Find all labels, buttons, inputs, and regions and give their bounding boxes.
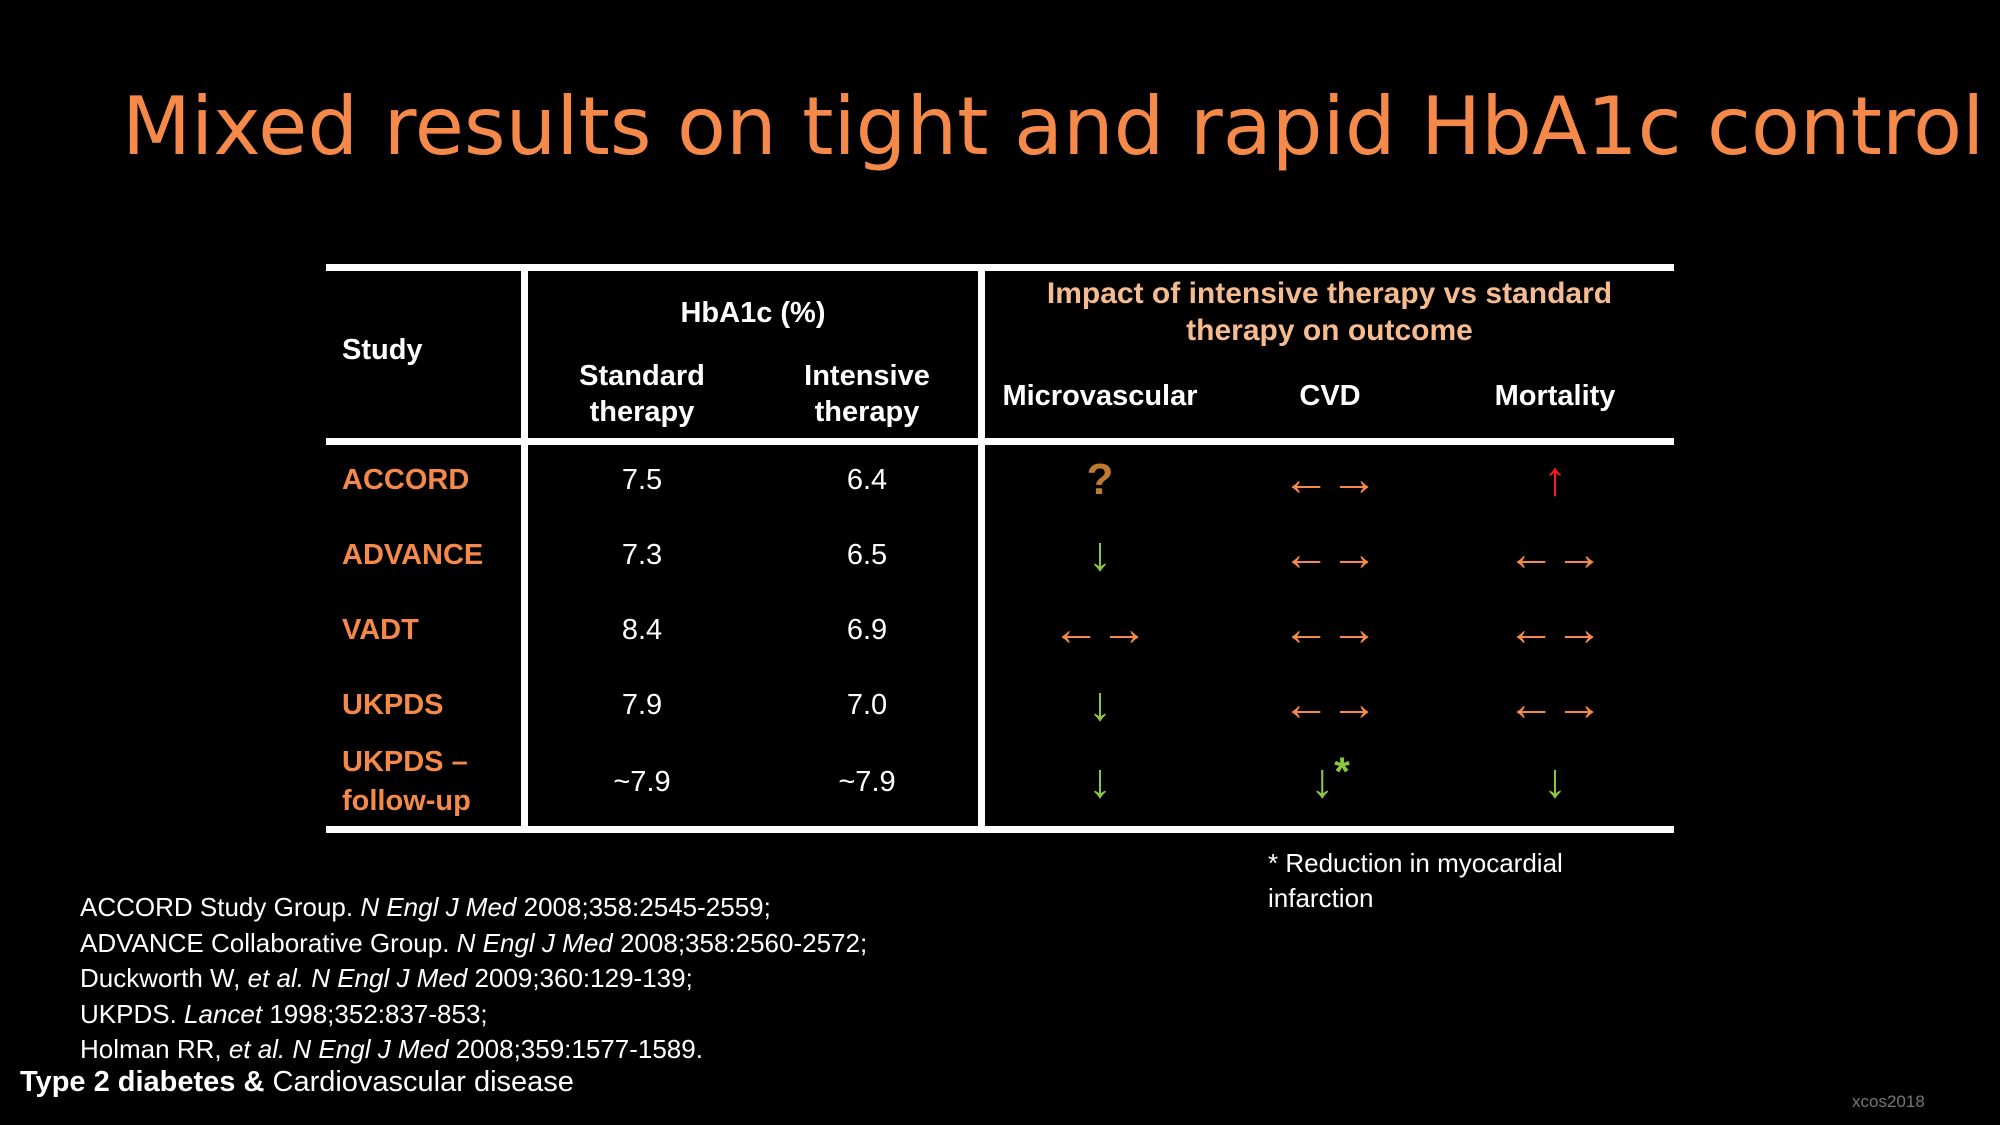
row-advance-standard: 7.3	[621, 538, 663, 571]
footnote: * Reduction in myocardial infarction	[1268, 846, 1608, 916]
table-header-rule	[326, 438, 1674, 445]
reference-authors: Holman RR,	[80, 1034, 229, 1064]
arrow-down-icon: ↓	[1310, 755, 1335, 808]
reference-etal: et al.	[247, 963, 304, 993]
row-accord-standard: 7.5	[621, 463, 663, 496]
arrow-up-icon: ↑	[1543, 453, 1567, 506]
slide-title: Mixed results on tight and rapid HbA1c c…	[122, 80, 1985, 173]
row-accord-study: ACCORD	[342, 463, 470, 496]
reference-citation: 2009;360:129-139;	[467, 963, 693, 993]
header-intensive: Intensive therapy	[756, 356, 978, 432]
header-hba1c: HbA1c (%)	[680, 296, 826, 329]
footnote-line2: infarction	[1268, 883, 1374, 913]
row-ukpds-followup-line2: follow-up	[342, 785, 471, 817]
header-impact-line1: Impact of intensive therapy vs standard	[1046, 277, 1613, 310]
arrow-down-icon: ↓	[1543, 755, 1567, 808]
asterisk-icon: *	[1334, 750, 1350, 794]
reference-etal: et al.	[228, 1034, 286, 1064]
reference-item: UKPDS. Lancet 1998;352:837-853;	[80, 997, 867, 1033]
reference-journal: N Engl J Med	[303, 963, 468, 993]
row-ukpds-followup-line1: UKPDS –	[342, 746, 468, 778]
row-ukpds-followup-standard: ~7.9	[613, 765, 671, 798]
table-divider-1	[521, 264, 528, 833]
row-ukpds-study: UKPDS	[342, 688, 444, 721]
reference-journal: N Engl J Med	[456, 927, 613, 958]
row-ukpds-standard: 7.9	[621, 688, 663, 721]
reference-journal: N Engl J Med	[285, 1034, 449, 1064]
double-arrow-icon: ←→	[1507, 603, 1603, 656]
row-ukpds-followup-study: UKPDS – follow-up	[342, 742, 471, 822]
reference-journal: N Engl J Med	[360, 892, 517, 922]
reference-authors: ADVANCE Collaborative Group.	[80, 927, 457, 958]
double-arrow-icon: ←→	[1507, 528, 1603, 581]
reference-journal: Lancet	[184, 998, 263, 1029]
reference-item: ADVANCE Collaborative Group. N Engl J Me…	[80, 926, 867, 962]
header-microvascular: Microvascular	[1002, 379, 1198, 412]
row-ukpds-followup-intensive: ~7.9	[838, 765, 896, 798]
double-arrow-icon: ←→	[1282, 678, 1378, 731]
reference-citation: 2008;359:1577-1589.	[448, 1034, 703, 1064]
table-top-rule	[326, 264, 1674, 271]
reference-citation: 2008;358:2545-2559;	[516, 892, 771, 922]
row-vadt-study: VADT	[342, 613, 419, 646]
results-table: Study HbA1c (%) Standard therapy Intensi…	[326, 264, 1674, 834]
arrow-down-icon: ↓	[1088, 678, 1112, 731]
double-arrow-icon: ←→	[1507, 678, 1603, 731]
footer-topic: Type 2 diabetes & Cardiovascular disease	[20, 1066, 574, 1099]
reference-authors: ACCORD Study Group.	[80, 892, 361, 922]
header-intensive-line1: Intensive	[804, 360, 930, 392]
question-mark-icon: ?	[1086, 455, 1114, 504]
double-arrow-icon: ←→	[1052, 603, 1148, 656]
header-standard: Standard therapy	[528, 356, 756, 432]
header-impact-line2: therapy on outcome	[1186, 314, 1473, 347]
row-advance-study: ADVANCE	[342, 538, 484, 571]
arrow-down-icon: ↓	[1088, 528, 1112, 581]
row-accord-intensive: 6.4	[846, 463, 888, 496]
footnote-line1: * Reduction in myocardial	[1268, 848, 1563, 878]
references: ACCORD Study Group. N Engl J Med 2008;35…	[80, 890, 867, 1068]
header-mortality: Mortality	[1494, 379, 1616, 412]
table-divider-2	[978, 264, 985, 833]
row-vadt-standard: 8.4	[621, 613, 663, 646]
reference-citation: 1998;352:837-853;	[262, 998, 488, 1029]
slide-code: xcos2018	[1852, 1092, 1925, 1111]
header-impact: Impact of intensive therapy vs standard …	[985, 274, 1674, 350]
cvd-followup-cell: ↓ *	[1215, 752, 1445, 808]
header-study: Study	[342, 333, 423, 366]
footer-topic-rest: Cardiovascular disease	[264, 1066, 574, 1098]
reference-item: ACCORD Study Group. N Engl J Med 2008;35…	[80, 890, 867, 926]
reference-item: Holman RR, et al. N Engl J Med 2008;359:…	[80, 1032, 867, 1068]
reference-citation: 2008;358:2560-2572;	[612, 927, 868, 958]
double-arrow-icon: ←→	[1282, 528, 1378, 581]
footer-topic-bold: Type 2 diabetes &	[20, 1066, 265, 1098]
double-arrow-icon: ←→	[1282, 603, 1378, 656]
reference-authors: UKPDS.	[80, 998, 185, 1029]
header-standard-line1: Standard	[579, 360, 705, 392]
header-cvd: CVD	[1299, 379, 1361, 412]
double-arrow-icon: ←→	[1282, 453, 1378, 506]
header-standard-line2: therapy	[589, 396, 695, 428]
arrow-down-icon: ↓	[1088, 755, 1112, 808]
row-ukpds-intensive: 7.0	[846, 688, 888, 721]
reference-authors: Duckworth W,	[80, 963, 248, 993]
row-vadt-intensive: 6.9	[846, 613, 888, 646]
reference-item: Duckworth W, et al. N Engl J Med 2009;36…	[80, 961, 867, 997]
header-intensive-line2: therapy	[814, 396, 920, 428]
table-bottom-rule	[326, 826, 1674, 833]
row-advance-intensive: 6.5	[846, 538, 888, 571]
